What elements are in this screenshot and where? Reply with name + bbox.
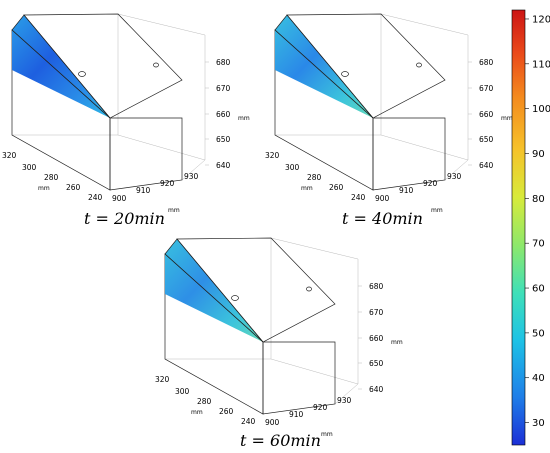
y-tick-label: 280 <box>44 173 59 182</box>
sensor-marker <box>231 295 239 301</box>
panel-t60: 680 670 660 650 640 mm 320 300 280 260 240 mm 900 910… <box>155 237 403 438</box>
sensor-marker <box>341 71 349 77</box>
z-axis-unit: mm <box>238 115 250 122</box>
sensor-marker <box>153 62 159 68</box>
colorbar-tick-label: 90 <box>532 149 545 160</box>
z-tick-label: 640 <box>216 161 231 170</box>
y-tick-label: 320 <box>265 151 280 160</box>
colorbar-tick-label: 70 <box>532 239 545 250</box>
x-axis-unit: mm <box>321 431 333 438</box>
x-tick-label: 920 <box>313 403 328 412</box>
axis-box <box>117 13 206 181</box>
x-axis-unit: mm <box>168 207 180 214</box>
z-tick-label: 670 <box>369 308 384 317</box>
block-front-face <box>372 117 446 191</box>
block-top-strip <box>12 15 110 118</box>
block-front-face <box>109 117 183 191</box>
z-tick-label: 640 <box>369 385 384 394</box>
colorbar-tick-label: 100 <box>532 104 550 115</box>
colorbar-tick-label: 110 <box>532 59 550 70</box>
z-tick-label: 660 <box>479 110 494 119</box>
axis-box <box>380 13 469 181</box>
x-tick-label: 900 <box>265 418 280 427</box>
z-tick-label: 650 <box>479 135 494 144</box>
y-tick-label: 240 <box>88 193 103 202</box>
y-tick-label: 300 <box>22 163 37 172</box>
colorbar-tick-label: 50 <box>532 328 545 339</box>
z-tick-label: 680 <box>216 58 231 67</box>
y-tick-label: 300 <box>285 163 300 172</box>
y-tick-label: 260 <box>329 183 344 192</box>
z-tick-label: 660 <box>369 334 384 343</box>
y-tick-label: 240 <box>241 417 256 426</box>
x-tick-label: 930 <box>337 396 352 405</box>
caption-t20: t = 20min <box>84 209 165 228</box>
y-tick-label: 280 <box>307 173 322 182</box>
z-tick-label: 650 <box>216 135 231 144</box>
caption-t60: t = 60min <box>240 431 321 450</box>
y-tick-label: 320 <box>155 375 170 384</box>
x-tick-label: 930 <box>184 172 199 181</box>
y-axis-unit: mm <box>38 185 50 192</box>
y-tick-label: 320 <box>2 151 17 160</box>
z-tick-label: 680 <box>479 58 494 67</box>
y-tick-label: 260 <box>66 183 81 192</box>
sensor-marker <box>78 71 86 77</box>
x-tick-label: 930 <box>447 172 462 181</box>
x-tick-label: 920 <box>160 179 175 188</box>
colorbar-tick-label: 80 <box>532 194 545 205</box>
block-top-strip <box>165 239 263 342</box>
z-tick-label: 670 <box>216 84 231 93</box>
z-tick-label: 680 <box>369 282 384 291</box>
colorbar: 120 110 100 90 80 70 60 50 40 30 <box>511 9 550 446</box>
x-tick-label: 910 <box>399 186 414 195</box>
colorbar-tick-label: 30 <box>532 418 545 429</box>
panel-t40: 680 670 660 650 640 mm 320 300 280 260 240 mm 900 910… <box>265 13 513 214</box>
block-top-strip <box>275 15 373 118</box>
y-tick-label: 260 <box>219 407 234 416</box>
caption-t40: t = 40min <box>342 209 423 228</box>
axis-box <box>270 237 359 405</box>
z-tick-label: 640 <box>479 161 494 170</box>
sensor-marker <box>306 286 312 292</box>
z-tick-label: 670 <box>479 84 494 93</box>
y-axis-unit: mm <box>301 185 313 192</box>
y-tick-label: 300 <box>175 387 190 396</box>
colorbar-tick-label: 40 <box>532 373 545 384</box>
colorbar-tick-label: 120 <box>532 14 550 25</box>
block-front-face <box>262 341 336 415</box>
y-tick-label: 280 <box>197 397 212 406</box>
y-axis-unit: mm <box>191 409 203 416</box>
colorbar-tick-label: 60 <box>532 284 545 295</box>
colorbar-ticks: 120 110 100 90 80 70 60 50 40 30 <box>525 14 550 429</box>
x-axis-unit: mm <box>431 207 443 214</box>
panel-t20: 680 670 660 650 640 mm 320 300 280 260 240 mm 900 910… <box>2 13 250 214</box>
x-tick-label: 920 <box>423 179 438 188</box>
y-tick-label: 240 <box>351 193 366 202</box>
x-tick-label: 910 <box>289 410 304 419</box>
x-tick-label: 900 <box>375 194 390 203</box>
colorbar-gradient <box>511 9 526 446</box>
x-tick-label: 900 <box>112 194 127 203</box>
x-tick-label: 910 <box>136 186 151 195</box>
z-tick-label: 650 <box>369 359 384 368</box>
z-axis-unit: mm <box>501 115 513 122</box>
z-tick-label: 660 <box>216 110 231 119</box>
sensor-marker <box>416 62 422 68</box>
z-axis-unit: mm <box>391 339 403 346</box>
